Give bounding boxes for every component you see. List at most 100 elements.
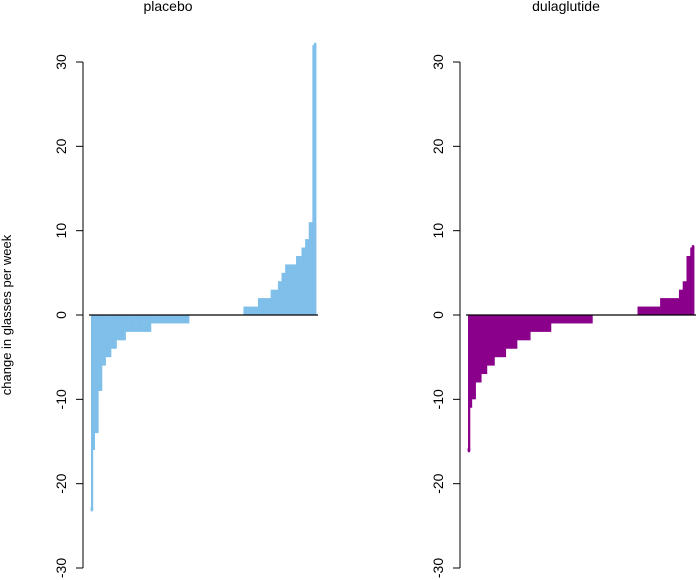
bar-dulaglutide (516, 315, 520, 341)
bar-placebo (301, 247, 304, 315)
bar-dulaglutide (528, 315, 531, 341)
y-tick-label-dulaglutide: -30 (430, 558, 446, 578)
bar-dulaglutide (515, 315, 518, 349)
bar-dulaglutide (669, 298, 672, 315)
bar-dulaglutide (652, 306, 655, 315)
y-tick-label-dulaglutide: -20 (430, 473, 446, 493)
bar-placebo (143, 315, 146, 332)
bar-dulaglutide (473, 315, 476, 400)
y-tick-label-placebo: 0 (53, 311, 69, 319)
bar-dulaglutide (520, 315, 524, 341)
bar-dulaglutide (547, 315, 550, 332)
bar-cap-placebo (313, 42, 317, 48)
bar-placebo (145, 315, 148, 332)
bar-dulaglutide (548, 315, 552, 332)
bar-dulaglutide (524, 315, 527, 341)
bar-placebo (92, 315, 96, 450)
bar-cap-dulaglutide (691, 245, 695, 251)
y-tick-label-placebo: 20 (53, 138, 69, 154)
bar-dulaglutide (590, 315, 593, 324)
bar-dulaglutide (488, 315, 491, 366)
bar-cap-placebo (90, 506, 94, 512)
bar-placebo (170, 315, 174, 324)
bar-placebo (308, 222, 311, 315)
bar-dulaglutide (692, 247, 695, 315)
bar-dulaglutide (505, 315, 508, 349)
y-tick-label-dulaglutide: 30 (430, 54, 446, 70)
bar-dulaglutide (645, 306, 648, 315)
bar-dulaglutide (565, 315, 569, 324)
bar-placebo (141, 315, 145, 332)
bar-placebo (187, 315, 190, 324)
bar-placebo (101, 315, 105, 366)
bar-dulaglutide (686, 255, 689, 315)
bar-placebo (107, 315, 110, 358)
bar-placebo (152, 315, 155, 324)
bar-dulaglutide (492, 315, 495, 366)
bar-placebo (150, 315, 154, 324)
bar-dulaglutide (509, 315, 512, 349)
bar-placebo (156, 315, 159, 324)
bar-dulaglutide (545, 315, 548, 332)
bar-dulaglutide (584, 315, 588, 324)
bar-placebo (147, 315, 150, 332)
bar-placebo (297, 255, 301, 315)
panel-title-placebo: placebo (143, 0, 192, 14)
bar-placebo (254, 306, 257, 315)
bar-placebo (312, 45, 315, 315)
bar-dulaglutide (537, 315, 540, 332)
bar-placebo (154, 315, 157, 324)
bar-dulaglutide (648, 306, 652, 315)
bar-dulaglutide (532, 315, 535, 332)
bar-dulaglutide (654, 306, 657, 315)
bar-placebo (121, 315, 125, 341)
bar-dulaglutide (667, 298, 670, 315)
bar-placebo (183, 315, 186, 324)
bar-placebo (243, 306, 246, 315)
bar-placebo (116, 315, 119, 341)
bar-placebo (100, 315, 103, 391)
bar-dulaglutide (663, 298, 667, 315)
bar-placebo (256, 306, 259, 315)
bar-placebo (174, 315, 177, 324)
bar-dulaglutide (543, 315, 546, 332)
panel-placebo: placebo -30 -20 -10 0 10 20 30 (53, 0, 318, 578)
bar-placebo (176, 315, 179, 324)
bar-placebo (167, 315, 170, 324)
bar-placebo (120, 315, 123, 341)
bar-dulaglutide (522, 315, 525, 341)
bar-placebo (252, 306, 255, 315)
y-axis-placebo: -30 -20 -10 0 10 20 30 (53, 54, 84, 578)
bar-dulaglutide (498, 315, 501, 358)
bar-placebo (98, 315, 101, 391)
bar-placebo (245, 306, 248, 315)
bar-placebo (91, 315, 94, 509)
bar-placebo (130, 315, 134, 332)
bar-placebo (272, 289, 275, 315)
bar-dulaglutide (571, 315, 574, 324)
bar-placebo (163, 315, 166, 324)
bar-placebo (149, 315, 152, 332)
bar-placebo (110, 315, 114, 349)
bar-dulaglutide (483, 315, 486, 375)
y-tick-label-placebo: -20 (53, 473, 69, 493)
panel-dulaglutide: dulaglutide -30 -20 -10 0 10 20 30 (430, 0, 696, 578)
bar-placebo (257, 298, 261, 315)
bar-dulaglutide (567, 315, 571, 324)
bar-dulaglutide (500, 315, 503, 358)
bar-placebo (292, 264, 295, 315)
bar-placebo (129, 315, 132, 332)
panel-title-dulaglutide: dulaglutide (532, 0, 600, 14)
bar-dulaglutide (650, 306, 653, 315)
bar-dulaglutide (677, 298, 680, 315)
y-tick-label-dulaglutide: 0 (430, 311, 446, 319)
bar-dulaglutide (530, 315, 533, 332)
bar-dulaglutide (577, 315, 580, 324)
bar-dulaglutide (680, 289, 684, 315)
bar-placebo (248, 306, 252, 315)
bar-placebo (283, 272, 286, 315)
bar-dulaglutide (513, 315, 516, 349)
bar-dulaglutide (673, 298, 676, 315)
bar-placebo (123, 315, 126, 341)
